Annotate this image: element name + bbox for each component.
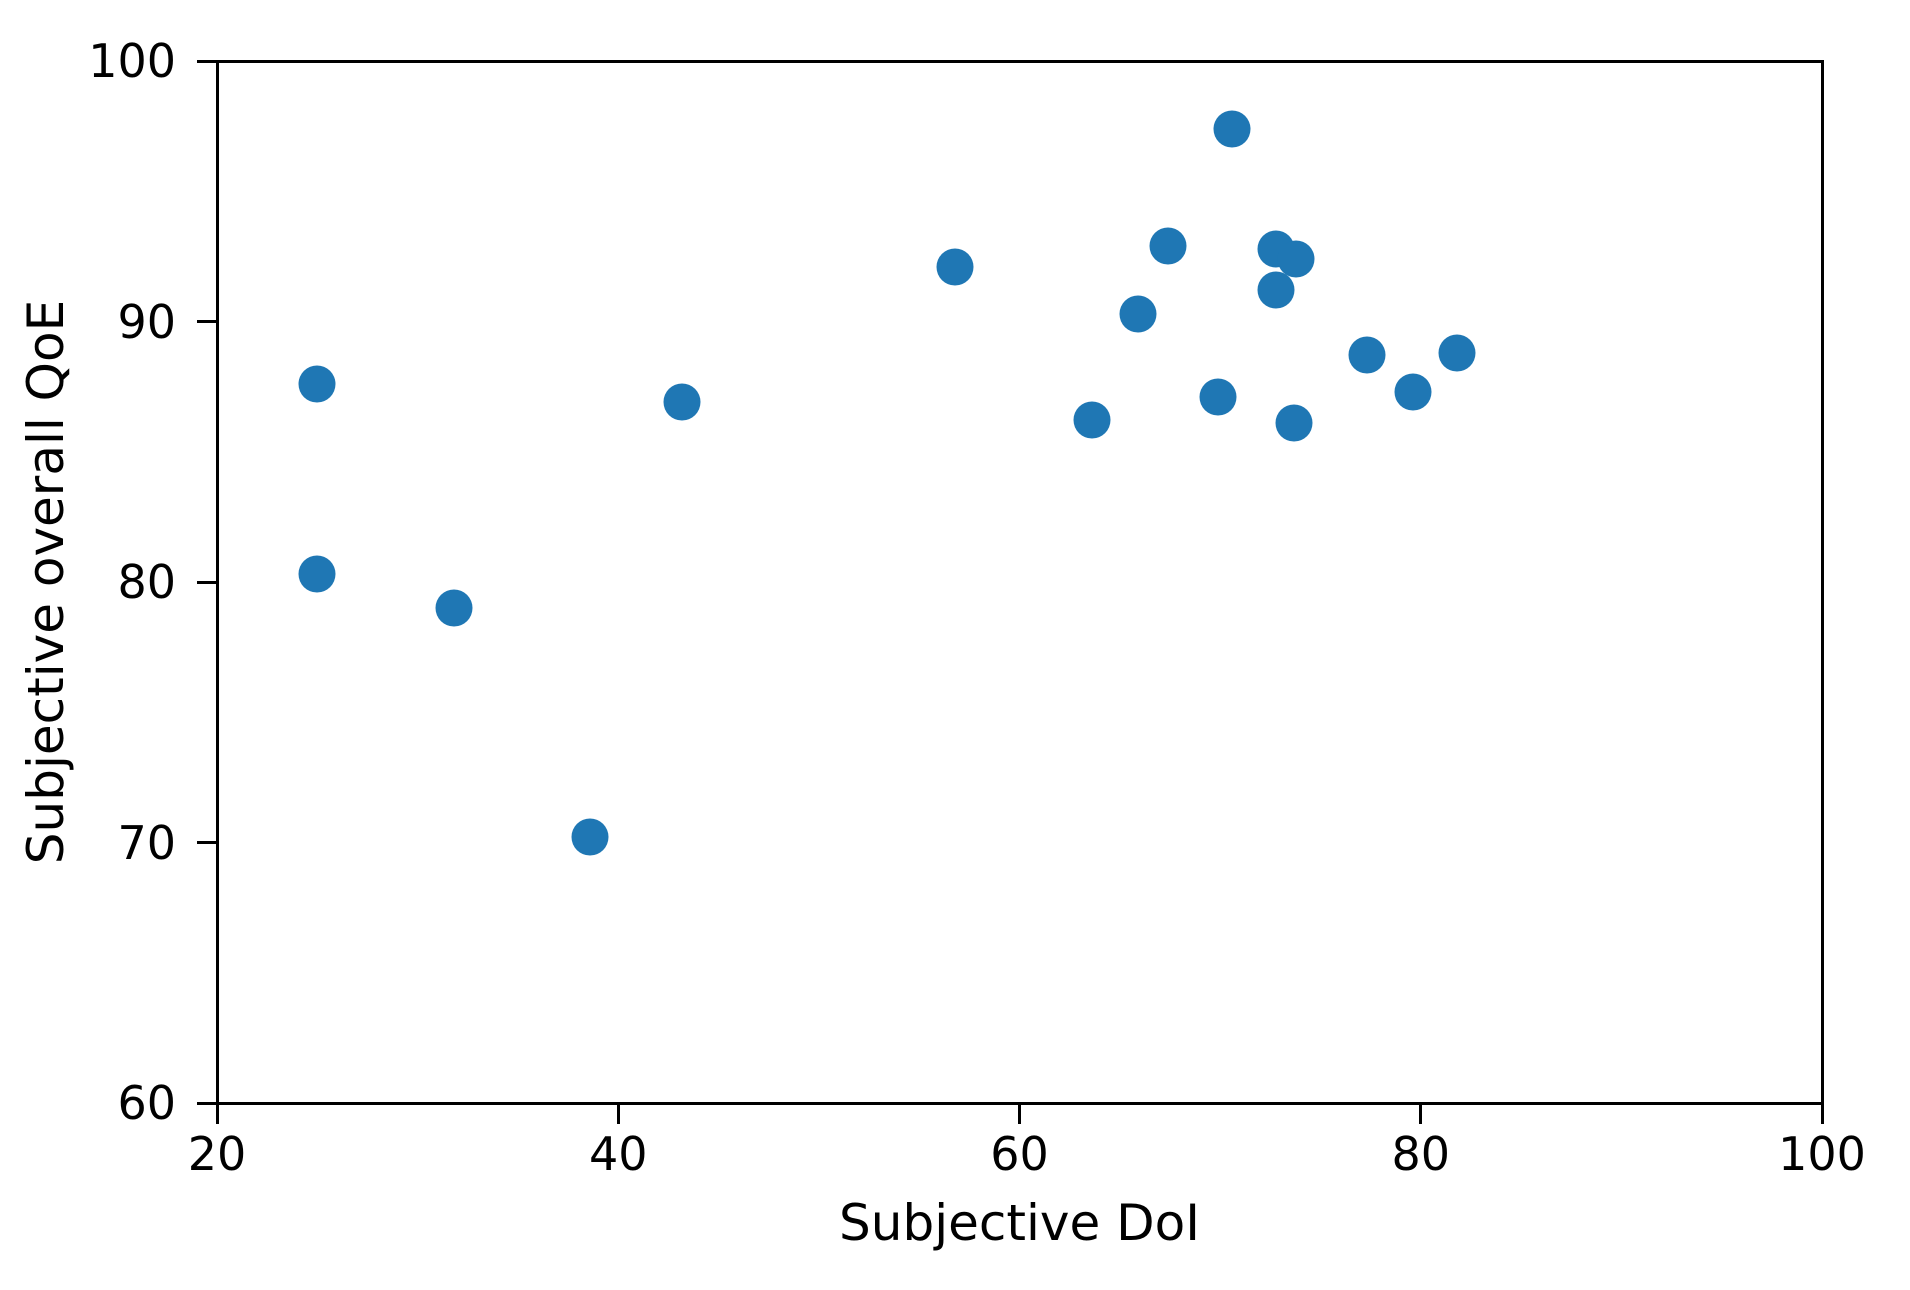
x-tick-label: 80 [1391, 1127, 1451, 1181]
data-point [663, 383, 701, 421]
x-tick [215, 1104, 219, 1124]
x-tick [616, 1104, 620, 1124]
data-point [1073, 401, 1111, 439]
data-point [1275, 404, 1313, 442]
x-tick [1018, 1104, 1021, 1124]
data-point [1394, 373, 1432, 411]
y-tick [196, 841, 216, 844]
y-tick-label: 100 [88, 34, 176, 88]
x-tick-label: 60 [990, 1127, 1049, 1181]
y-tick [196, 59, 216, 63]
x-tick [1419, 1104, 1423, 1124]
data-point [298, 555, 336, 593]
data-point [571, 818, 609, 856]
data-point [1199, 378, 1237, 416]
data-point [1257, 271, 1295, 309]
y-tick [196, 320, 216, 323]
y-tick-label: 80 [117, 555, 176, 609]
y-tick [196, 1101, 216, 1105]
y-axis-label: Subjective overall QoE [17, 299, 75, 865]
x-tick-label: 20 [187, 1127, 247, 1181]
data-point [1149, 227, 1187, 265]
plot-area [215, 59, 1824, 1105]
data-point [1438, 334, 1476, 372]
y-tick-label: 60 [117, 1076, 176, 1130]
data-point [1213, 110, 1251, 148]
x-axis-label: Subjective DoI [839, 1194, 1200, 1252]
y-tick [196, 580, 216, 584]
x-tick-label: 40 [588, 1127, 648, 1181]
y-tick-label: 90 [117, 294, 176, 349]
x-tick [1820, 1104, 1824, 1124]
data-point [936, 248, 974, 286]
data-point [298, 365, 336, 403]
data-point [1277, 240, 1315, 278]
x-tick-label: 100 [1778, 1127, 1866, 1181]
data-point [1119, 295, 1157, 333]
y-tick-label: 70 [117, 815, 176, 870]
data-point [1348, 336, 1386, 374]
data-point [435, 589, 473, 627]
